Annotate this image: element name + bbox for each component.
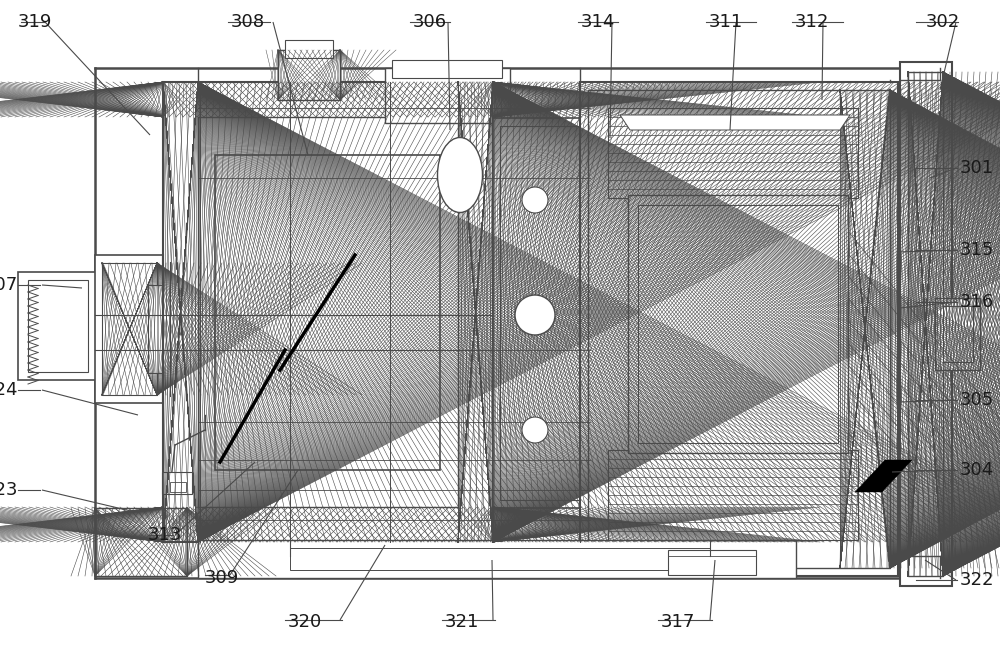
- Text: 320: 320: [288, 613, 322, 631]
- Bar: [278, 50, 340, 100]
- Text: 307: 307: [0, 276, 18, 294]
- Bar: [628, 195, 848, 453]
- Bar: [215, 155, 440, 470]
- Bar: [162, 472, 192, 494]
- Text: 305: 305: [960, 391, 994, 409]
- Bar: [170, 482, 186, 492]
- Bar: [638, 205, 838, 443]
- Polygon shape: [620, 115, 850, 130]
- Bar: [198, 117, 458, 507]
- Text: 301: 301: [960, 159, 994, 177]
- Text: 322: 322: [960, 571, 994, 589]
- Text: 314: 314: [581, 13, 615, 31]
- Text: 312: 312: [795, 13, 829, 31]
- Bar: [943, 306, 973, 362]
- Text: 311: 311: [709, 13, 743, 31]
- Bar: [290, 548, 710, 570]
- Bar: [608, 108, 858, 198]
- Bar: [588, 90, 890, 568]
- Bar: [385, 68, 510, 123]
- Bar: [608, 450, 858, 540]
- Text: 324: 324: [0, 381, 18, 399]
- Bar: [285, 40, 333, 58]
- Text: 321: 321: [445, 613, 479, 631]
- Text: 308: 308: [231, 13, 265, 31]
- Circle shape: [515, 295, 555, 335]
- Bar: [198, 540, 796, 578]
- Text: 306: 306: [413, 13, 447, 31]
- Bar: [28, 280, 88, 372]
- Bar: [935, 298, 980, 370]
- Text: 323: 323: [0, 481, 18, 499]
- Text: 302: 302: [926, 13, 960, 31]
- Bar: [908, 72, 943, 576]
- Text: 319: 319: [18, 13, 52, 31]
- Circle shape: [522, 187, 548, 213]
- Bar: [500, 126, 580, 500]
- Text: 304: 304: [960, 461, 994, 479]
- Text: 313: 313: [148, 526, 182, 544]
- Bar: [392, 60, 502, 78]
- Circle shape: [522, 417, 548, 443]
- Bar: [493, 118, 588, 508]
- Bar: [668, 550, 756, 575]
- Text: 317: 317: [661, 613, 695, 631]
- Bar: [95, 255, 163, 403]
- Bar: [148, 285, 170, 373]
- Text: 315: 315: [960, 241, 994, 259]
- Text: 309: 309: [205, 569, 239, 587]
- Bar: [102, 263, 157, 395]
- Text: 316: 316: [960, 293, 994, 311]
- Bar: [95, 508, 187, 576]
- Bar: [580, 82, 898, 576]
- Bar: [163, 82, 493, 542]
- Bar: [18, 272, 100, 380]
- Bar: [900, 62, 952, 586]
- Polygon shape: [855, 460, 912, 492]
- Ellipse shape: [438, 137, 482, 213]
